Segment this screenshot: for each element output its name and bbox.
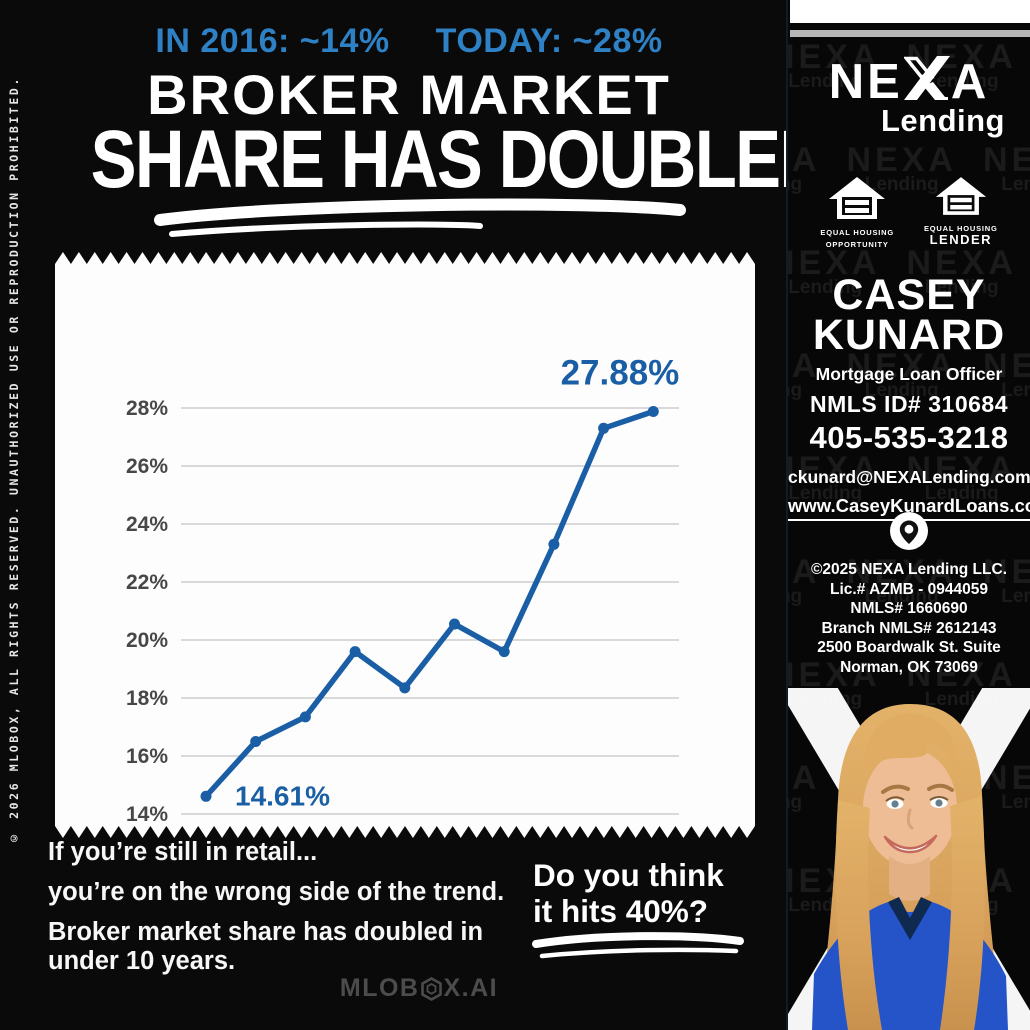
footer-line-3: Broker market share has doubled in under… xyxy=(48,917,484,976)
torn-paper-panel xyxy=(55,252,755,838)
nexa-logo-row: NE A xyxy=(829,56,989,109)
headline-line2: SHARE HAS DOUBLED. xyxy=(90,114,847,205)
svg-text:14%: 14% xyxy=(126,803,168,826)
svg-text:24%: 24% xyxy=(126,513,168,536)
question-line-1: Do you think xyxy=(533,857,724,893)
badge-caption: LENDER xyxy=(929,232,993,247)
nexa-lending-logo: NE A Lending xyxy=(788,56,1030,139)
footer-line-2: you’re on the wrong side of the trend. xyxy=(48,877,505,906)
question-line-2: it hits 40%? xyxy=(533,892,709,929)
badge-caption: EQUAL HOUSING xyxy=(820,228,894,237)
sidebar: NEXALendingNEXALendingNEXALendingNEXALen… xyxy=(786,0,1030,1030)
loan-officer-block: CASEY KUNARD Mortgage Loan Officer NMLS … xyxy=(788,271,1030,522)
nexa-logo-post: A xyxy=(950,55,990,109)
legal-line: Lic.# AZMB - 0944059 xyxy=(830,580,988,598)
mlobox-brand-pre: MLOB xyxy=(339,974,420,1002)
svg-text:27.88%: 27.88% xyxy=(561,353,680,392)
stat-today: TODAY: ~28% xyxy=(435,22,663,60)
legal-line: Branch NMLS# 2612143 xyxy=(821,619,997,637)
svg-text:14.61%: 14.61% xyxy=(235,780,330,811)
market-share-line-chart: 14%16%18%20%22%24%26%28%2016201720182019… xyxy=(126,353,680,826)
nexa-logo-sub: Lending xyxy=(880,103,1005,138)
svg-text:20%: 20% xyxy=(126,629,168,652)
sidebar-top-white-strip xyxy=(790,0,1030,23)
badge-caption: EQUAL HOUSING xyxy=(924,224,998,233)
location-pin-icon xyxy=(889,511,929,556)
chart-panel: 14%16%18%20%22%24%26%28%2016201720182019… xyxy=(55,252,755,838)
officer-phone: 405-535-3218 xyxy=(809,420,1009,456)
badge-caption: OPPORTUNITY xyxy=(825,240,889,249)
svg-text:18%: 18% xyxy=(126,687,168,710)
officer-portrait-photo xyxy=(788,688,1030,1030)
officer-last-name: KUNARD xyxy=(812,310,1006,359)
equal-housing-opportunity-icon xyxy=(828,176,886,225)
nexa-logo-pre: NE xyxy=(828,55,903,109)
equal-housing-badges: EQUAL HOUSING OPPORTUNITY EQUAL HOUSING … xyxy=(788,176,1030,249)
location-pin-wrap xyxy=(788,511,1030,556)
officer-nmls: NMLS ID# 310684 xyxy=(810,391,1008,418)
mlobox-brand-post: X.AI xyxy=(443,974,499,1002)
svg-text:22%: 22% xyxy=(126,571,168,594)
mlobox-brand: MLOB X.AI xyxy=(294,974,544,1003)
main-column: IN 2016: ~14% TODAY: ~28% BROKER MARKET S… xyxy=(30,22,847,1003)
footer-line-1: If you’re still in retail... xyxy=(48,838,318,866)
equal-housing-lender-icon xyxy=(935,176,987,221)
question-underline-swoosh xyxy=(532,932,744,959)
headline-underline-swoosh xyxy=(154,198,686,237)
legal-line: NMLS# 1660690 xyxy=(850,600,968,618)
officer-email: ckunard@NEXALending.com xyxy=(788,467,1030,488)
headline-line1: BROKER MARKET xyxy=(147,63,671,126)
officer-role: Mortgage Loan Officer xyxy=(815,364,1003,385)
equal-housing-lender-badge: EQUAL HOUSING LENDER xyxy=(924,176,998,249)
svg-text:26%: 26% xyxy=(126,455,168,478)
legal-line: ©2025 NEXA Lending LLC. xyxy=(810,561,1007,578)
footer-copy: If you’re still in retail... you’re on t… xyxy=(48,838,530,987)
svg-text:28%: 28% xyxy=(126,397,168,420)
officer-first-name: CASEY xyxy=(832,271,986,319)
mlobox-hexagon-icon xyxy=(421,976,443,1001)
legal-line: 2500 Boardwalk St. Suite xyxy=(817,639,1001,657)
question-block: Do you think it hits 40%? xyxy=(533,857,773,929)
legal-block: ©2025 NEXA Lending LLC. Lic.# AZMB - 094… xyxy=(788,560,1030,677)
svg-text:16%: 16% xyxy=(126,745,168,768)
headline-stats: IN 2016: ~14% TODAY: ~28% xyxy=(30,22,788,61)
legal-line: Norman, OK 73069 xyxy=(840,658,978,676)
nexa-x-icon xyxy=(902,56,950,109)
sidebar-top-gray-bar xyxy=(790,30,1030,37)
equal-housing-opportunity-badge: EQUAL HOUSING OPPORTUNITY xyxy=(820,176,894,249)
stat-2016: IN 2016: ~14% xyxy=(155,22,390,60)
